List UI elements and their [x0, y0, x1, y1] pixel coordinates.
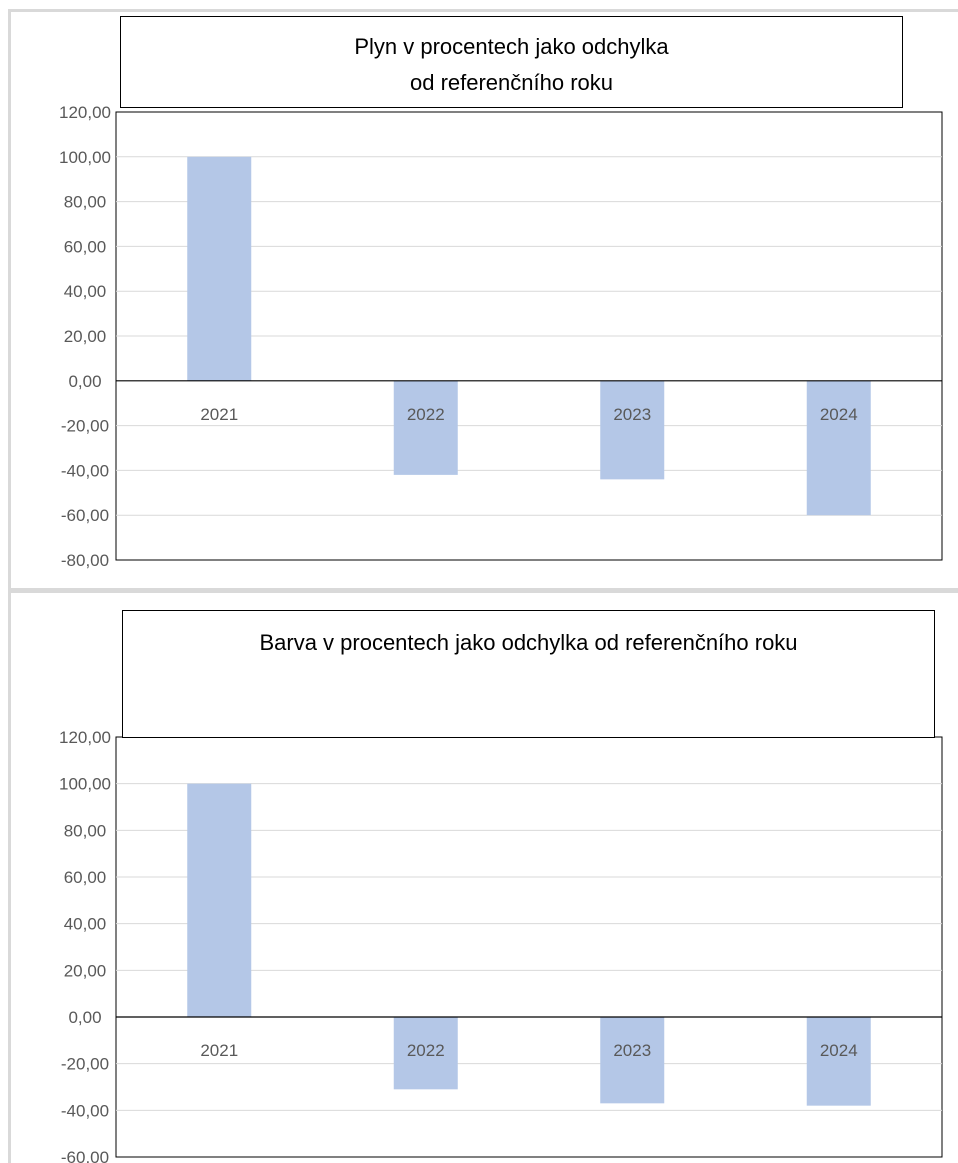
x-category-label: 2022	[407, 1041, 445, 1060]
x-category-label: 2023	[613, 1041, 651, 1060]
y-tick-label: 80,00	[64, 821, 107, 840]
chart-title-line: od referenčního roku	[409, 70, 614, 95]
y-tick-label: 40,00	[64, 915, 107, 934]
bar	[393, 380, 458, 475]
y-tick-label: -40,00	[61, 1101, 109, 1120]
sheet-edge-left	[8, 10, 11, 1163]
y-tick-label: 20,00	[64, 961, 107, 980]
y-tick-label: 100,00	[59, 775, 111, 794]
sheet-edge-top	[8, 9, 958, 12]
bar	[806, 380, 871, 516]
x-category-label: 2024	[820, 405, 858, 424]
x-category-label: 2021	[200, 405, 238, 424]
y-tick-label: 60,00	[64, 868, 107, 887]
y-tick-label: 100,00	[59, 148, 111, 167]
bar	[187, 783, 252, 1017]
x-category-label: 2021	[200, 1041, 238, 1060]
y-tick-label: -60,00	[61, 506, 109, 525]
y-tick-label: 80,00	[64, 193, 107, 212]
chart-title-box-barva: Barva v procentech jako odchylka od refe…	[122, 610, 935, 738]
sheet-divider	[8, 588, 958, 593]
bar	[806, 1017, 871, 1106]
x-category-label: 2023	[613, 405, 651, 424]
x-category-label: 2024	[820, 1041, 858, 1060]
chart-title-line: Barva v procentech jako odchylka od refe…	[259, 630, 798, 655]
y-tick-label: -80,00	[61, 551, 109, 570]
y-tick-label: 60,00	[64, 237, 107, 256]
bar	[600, 1017, 665, 1104]
bar	[600, 380, 665, 480]
chart-title-line: Plyn v procentech jako odchylka	[354, 34, 669, 59]
x-category-label: 2022	[407, 405, 445, 424]
y-tick-label: 0,00	[68, 1008, 101, 1027]
y-tick-label: -40,00	[61, 461, 109, 480]
y-tick-label: -60,00	[61, 1148, 109, 1163]
chart-plyn: 120,00 100,00 80,00 60,00 40,00 20,00 0,00 -20,…	[59, 103, 943, 570]
y-tick-label: 120,00	[59, 728, 111, 747]
y-tick-label: 20,00	[64, 327, 107, 346]
chart-title-box-plyn: Plyn v procentech jako odchylka od refer…	[120, 16, 903, 108]
y-tick-label: 120,00	[59, 103, 111, 122]
plot-area-frame	[115, 736, 943, 1158]
y-tick-label: 0,00	[68, 372, 101, 391]
y-tick-label: -20,00	[61, 1055, 109, 1074]
bar	[393, 1017, 458, 1090]
y-tick-label: -20,00	[61, 417, 109, 436]
y-tick-label: 40,00	[64, 282, 107, 301]
bar	[187, 156, 252, 381]
